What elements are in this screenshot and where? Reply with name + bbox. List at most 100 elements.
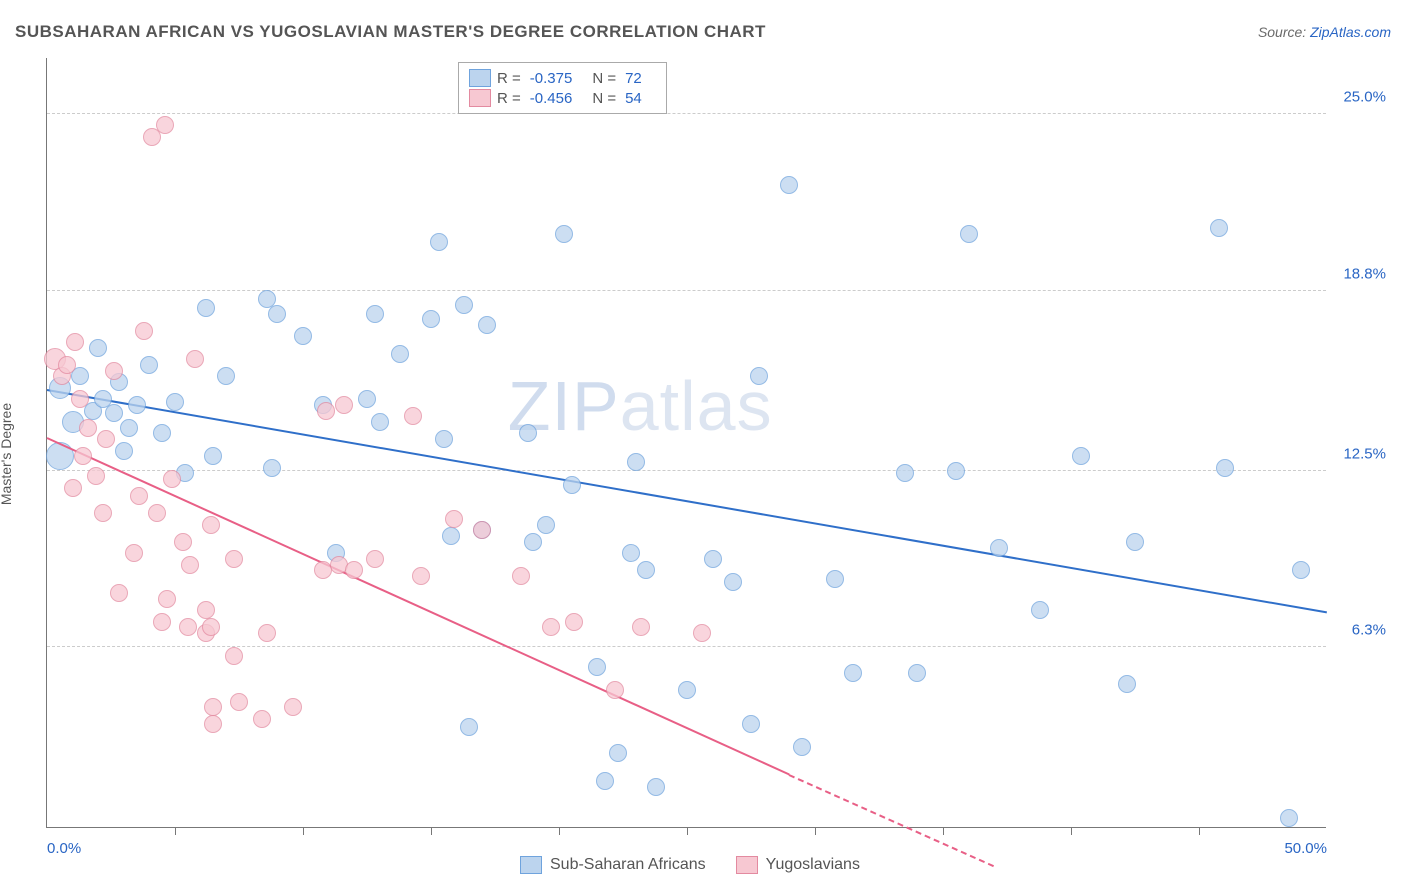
trend-line [789,774,995,867]
y-tick-label: 6.3% [1352,622,1386,639]
data-point [896,464,914,482]
y-tick-label: 18.8% [1343,265,1386,282]
x-tick [687,827,688,835]
data-point [125,544,143,562]
data-point [742,715,760,733]
x-tick [943,827,944,835]
data-point [156,116,174,134]
source-credit: Source: ZipAtlas.com [1258,24,1391,40]
data-point [455,296,473,314]
x-tick [1071,827,1072,835]
data-point [204,447,222,465]
source-link[interactable]: ZipAtlas.com [1310,24,1391,40]
data-point [473,521,491,539]
y-axis-label: Master's Degree [0,403,14,505]
data-point [647,778,665,796]
legend-n-value: 72 [625,70,642,87]
data-point [179,618,197,636]
legend-series-item: Sub-Saharan Africans [520,856,706,874]
data-point [284,698,302,716]
x-tick [431,827,432,835]
x-tick [303,827,304,835]
legend-swatch [520,856,542,874]
data-point [404,407,422,425]
trend-line [47,389,1327,613]
legend-r-value: -0.456 [530,90,573,107]
data-point [1210,219,1228,237]
x-tick [559,827,560,835]
data-point [153,424,171,442]
grid-line [47,470,1326,471]
data-point [793,738,811,756]
data-point [105,362,123,380]
data-point [225,647,243,665]
plot-area: ZIPatlas 6.3%12.5%18.8%25.0%0.0%50.0% [46,58,1326,828]
grid-line [47,646,1326,647]
data-point [519,424,537,442]
data-point [128,396,146,414]
data-point [258,624,276,642]
data-point [1126,533,1144,551]
data-point [174,533,192,551]
data-point [990,539,1008,557]
data-point [435,430,453,448]
title-bar: SUBSAHARAN AFRICAN VS YUGOSLAVIAN MASTER… [15,18,1391,46]
data-point [442,527,460,545]
data-point [588,658,606,676]
data-point [542,618,560,636]
data-point [197,299,215,317]
legend-swatch [736,856,758,874]
legend-r-value: -0.375 [530,70,573,87]
data-point [181,556,199,574]
data-point [345,561,363,579]
data-point [412,567,430,585]
data-point [826,570,844,588]
data-point [1216,459,1234,477]
watermark: ZIPatlas [508,366,773,446]
data-point [1072,447,1090,465]
data-point [366,550,384,568]
chart-title: SUBSAHARAN AFRICAN VS YUGOSLAVIAN MASTER… [15,22,766,42]
legend-n-label: N = [592,70,616,87]
data-point [294,327,312,345]
x-tick [1199,827,1200,835]
data-point [693,624,711,642]
y-tick-label: 12.5% [1343,445,1386,462]
grid-line [47,113,1326,114]
legend-series-label: Sub-Saharan Africans [550,856,706,874]
data-point [217,367,235,385]
data-point [391,345,409,363]
data-point [960,225,978,243]
data-point [74,447,92,465]
data-point [908,664,926,682]
data-point [555,225,573,243]
data-point [71,390,89,408]
data-point [627,453,645,471]
data-point [163,470,181,488]
data-point [120,419,138,437]
data-point [537,516,555,534]
x-tick [815,827,816,835]
data-point [66,333,84,351]
data-point [89,339,107,357]
legend-n-value: 54 [625,90,642,107]
data-point [202,516,220,534]
data-point [153,613,171,631]
data-point [87,467,105,485]
data-point [366,305,384,323]
data-point [565,613,583,631]
data-point [947,462,965,480]
x-tick-label: 0.0% [47,840,81,857]
data-point [1292,561,1310,579]
data-point [724,573,742,591]
data-point [135,322,153,340]
legend-series-label: Yugoslavians [766,856,860,874]
data-point [422,310,440,328]
legend-correlation-row: R =-0.456N =54 [469,89,656,107]
data-point [230,693,248,711]
data-point [202,618,220,636]
x-tick-label: 50.0% [1284,840,1327,857]
source-prefix: Source: [1258,24,1310,40]
data-point [94,504,112,522]
data-point [750,367,768,385]
